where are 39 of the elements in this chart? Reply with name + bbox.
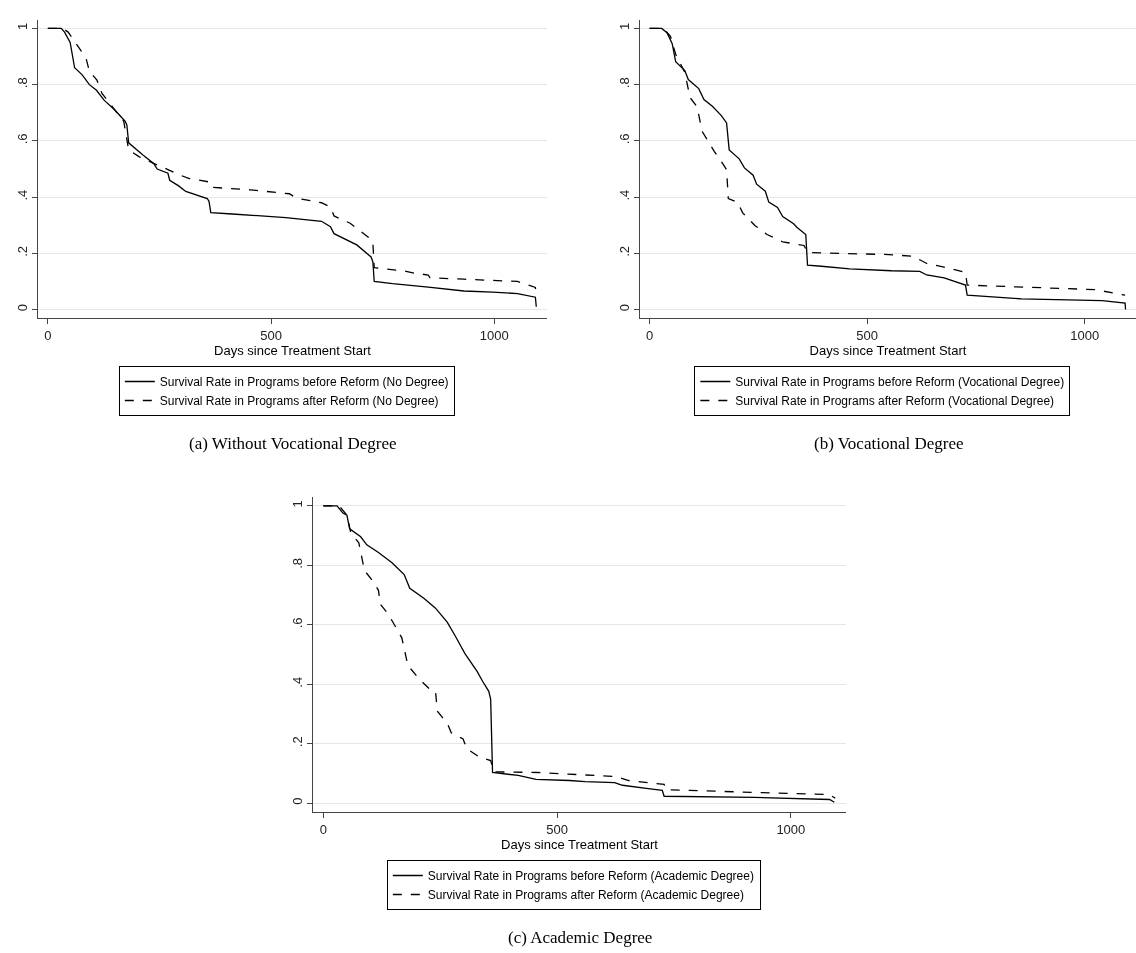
x-axis-title: Days since Treatment Start — [214, 342, 372, 358]
legend-label: Survival Rate in Programs before Reform (Academic Degree) — [427, 869, 754, 884]
y-tick-label: 0 — [616, 304, 632, 312]
y-tick-label: 0 — [14, 304, 30, 312]
x-tick-label: 500 — [856, 327, 878, 343]
x-tick-label: 0 — [319, 821, 327, 837]
y-tick-label: .8 — [14, 77, 30, 89]
x-tick-label: 1000 — [1070, 327, 1100, 343]
y-tick-label: .4 — [14, 189, 30, 201]
y-tick-label: 0 — [289, 797, 305, 805]
y-tick-label: .2 — [14, 245, 30, 257]
legend-label: Survival Rate in Programs after Reform (Vocational Degree) — [735, 394, 1055, 409]
x-axis-title: Days since Treatment Start — [809, 342, 967, 358]
y-tick-label: 1 — [14, 22, 30, 31]
y-tick-label: .2 — [616, 245, 632, 257]
y-tick-label: 1 — [616, 22, 632, 31]
y-tick-label: .8 — [616, 77, 632, 89]
y-tick-label: .2 — [289, 736, 305, 748]
x-tick-label: 1000 — [776, 821, 806, 837]
legend-label: Survival Rate in Programs before Reform (Vocational Degree) — [735, 375, 1065, 390]
text: (b) Vocational Degree — [814, 434, 964, 453]
y-tick-label: .4 — [616, 189, 632, 201]
legend-label: Survival Rate in Programs after Reform (No Degree) — [159, 394, 439, 409]
x-axis-title: Days since Treatment Start — [501, 836, 659, 852]
y-tick-label: .6 — [14, 133, 30, 145]
x-tick-label: 0 — [44, 327, 52, 343]
y-tick-label: .6 — [289, 617, 305, 629]
legend-label: Survival Rate in Programs before Reform (No Degree) — [159, 375, 449, 390]
text: (a) Without Vocational Degree — [189, 434, 397, 453]
text: (c) Academic Degree — [508, 928, 653, 947]
x-tick-label: 1000 — [479, 327, 509, 343]
y-tick-label: .4 — [289, 676, 305, 688]
legend-label: Survival Rate in Programs after Reform (Academic Degree) — [427, 888, 744, 903]
x-tick-label: 0 — [645, 327, 654, 343]
x-tick-label: 500 — [260, 327, 282, 343]
y-tick-label: 1 — [289, 500, 305, 508]
y-tick-label: .6 — [616, 133, 632, 145]
y-tick-label: .8 — [289, 557, 305, 569]
x-tick-label: 500 — [546, 821, 568, 837]
